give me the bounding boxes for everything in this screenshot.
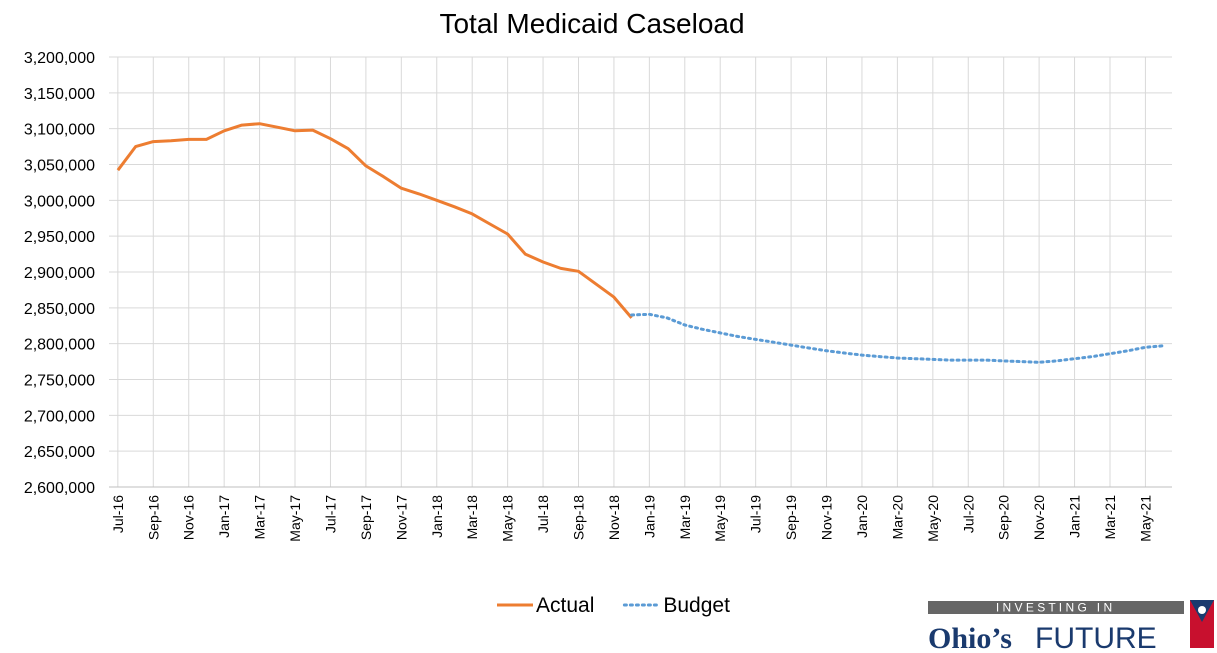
x-tick-label: Jan-20: [854, 495, 870, 538]
x-tick-label: Jul-16: [110, 495, 126, 533]
x-tick-label: Jul-17: [322, 495, 338, 533]
y-tick-label: 2,650,000: [24, 444, 95, 461]
x-tick-label: Nov-17: [393, 495, 409, 540]
chart-title: Total Medicaid Caseload: [439, 8, 744, 39]
series-line: [116, 122, 633, 319]
x-tick-label: Nov-20: [1031, 495, 1047, 540]
y-tick-label: 3,050,000: [24, 158, 95, 175]
y-tick-label: 2,800,000: [24, 337, 95, 354]
series-line: [630, 312, 1165, 364]
x-tick-label: May-18: [500, 495, 516, 542]
y-tick-label: 3,100,000: [24, 122, 95, 139]
legend-label: Budget: [663, 594, 730, 617]
x-tick-label: Sep-16: [145, 495, 161, 540]
logo-name: Ohio’s: [928, 622, 1012, 653]
y-tick-label: 2,950,000: [24, 229, 95, 246]
x-tick-label: Mar-17: [252, 495, 268, 540]
x-tick-label: Jan-21: [1067, 495, 1083, 538]
x-tick-label: May-20: [925, 495, 941, 542]
x-tick-label: Jan-17: [216, 495, 232, 538]
x-tick-label: Mar-20: [889, 495, 905, 540]
x-tick-label: Jul-18: [535, 495, 551, 533]
logo-flag: [1190, 600, 1214, 648]
x-tick-label: Sep-18: [570, 495, 586, 540]
y-tick-label: 2,900,000: [24, 265, 95, 282]
x-tick-label: Jul-20: [960, 495, 976, 533]
x-tick-label: Mar-19: [677, 495, 693, 540]
x-tick-label: Sep-17: [358, 495, 374, 540]
x-tick-label: Mar-21: [1102, 495, 1118, 540]
x-tick-label: May-17: [287, 495, 303, 542]
x-tick-label: Jan-19: [641, 495, 657, 538]
x-tick-label: Sep-19: [783, 495, 799, 540]
x-tick-label: Mar-18: [464, 495, 480, 540]
x-tick-label: Jan-18: [429, 495, 445, 538]
y-tick-label: 3,000,000: [24, 193, 95, 210]
y-tick-label: 2,850,000: [24, 301, 95, 318]
x-tick-label: Jul-19: [748, 495, 764, 533]
x-tick-label: Nov-16: [181, 495, 197, 540]
logo-word: FUTURE: [1035, 622, 1157, 653]
logo-band: [928, 601, 1184, 614]
x-tick-label: May-19: [712, 495, 728, 542]
logo: I N V E S T I N G I N Ohio’s FUTURE: [928, 600, 1214, 653]
y-tick-label: 3,200,000: [24, 50, 95, 67]
x-tick-label: Sep-20: [996, 495, 1012, 540]
logo-flag-circle: [1198, 606, 1206, 614]
y-tick-label: 2,700,000: [24, 408, 95, 425]
legend-label: Actual: [536, 594, 594, 617]
x-tick-label: May-21: [1137, 495, 1153, 542]
y-tick-label: 2,750,000: [24, 373, 95, 390]
y-tick-label: 2,600,000: [24, 480, 95, 497]
x-tick-label: Nov-19: [819, 495, 835, 540]
x-tick-label: Nov-18: [606, 495, 622, 540]
logo-tagline: I N V E S T I N G I N: [996, 601, 1112, 615]
y-tick-label: 3,150,000: [24, 86, 95, 103]
